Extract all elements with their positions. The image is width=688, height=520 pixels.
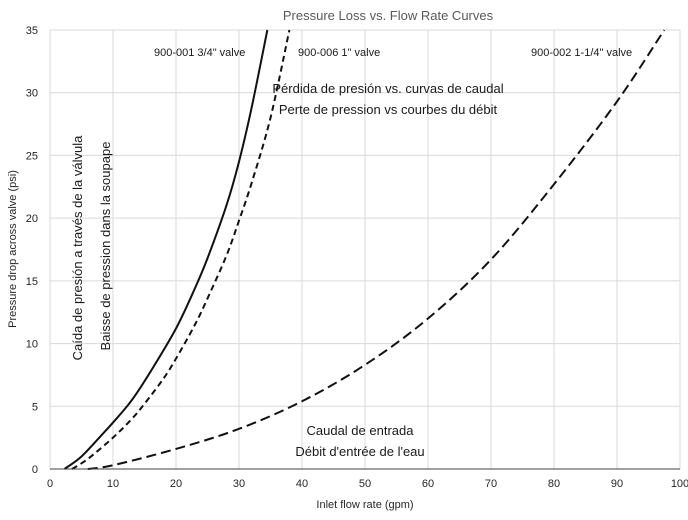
x-tick-label: 70 [485,478,497,490]
x-axis-label: Inlet flow rate (gpm) [316,499,413,511]
x-tick-label: 40 [296,478,308,490]
y-tick-label: 10 [26,339,38,351]
x-tick-label: 20 [170,478,182,490]
y-tick-label: 15 [26,276,38,288]
y-tick-label: 0 [32,464,38,476]
x-tick-label: 0 [47,478,53,490]
title-french: Perte de pression vs courbes du débit [279,102,498,117]
x-tick-label: 80 [548,478,560,490]
xlabel-spanish: Caudal de entrada [307,423,415,438]
tick-labels: 0 10 20 30 40 50 60 70 80 90 100 0 5 10 15 20 25 30 35 [26,25,688,490]
x-tick-label: 30 [233,478,245,490]
ylabel-spanish: Caída de presión a través de la válvula [70,135,85,361]
series-line-900-006 [71,29,291,470]
x-tick-label: 90 [611,478,623,490]
ylabel-french: Baisse de pression dans la soupape [98,142,113,351]
series-line-900-002 [87,29,666,470]
series-lines [63,29,666,470]
y-tick-label: 35 [26,25,38,37]
series-line-900-001 [63,29,269,470]
series-label-900-006: 900-006 1" valve [298,47,380,59]
x-tick-label: 60 [422,478,434,490]
y-tick-label: 25 [26,150,38,162]
chart-title: Pressure Loss vs. Flow Rate Curves [283,8,494,23]
x-tick-label: 50 [359,478,371,490]
title-spanish: Pérdida de presión vs. curvas de caudal [272,81,503,96]
series-label-900-002: 900-002 1-1/4" valve [531,47,632,59]
y-tick-label: 5 [32,401,38,413]
xlabel-french: Débit d'entrée de l'eau [295,444,424,459]
series-label-900-001: 900-001 3/4" valve [154,47,245,59]
x-tick-label: 100 [671,478,688,490]
y-tick-label: 30 [26,88,38,100]
y-tick-label: 20 [26,213,38,225]
y-axis-label: Pressure drop across valve (psi) [7,170,19,328]
x-tick-label: 10 [107,478,119,490]
